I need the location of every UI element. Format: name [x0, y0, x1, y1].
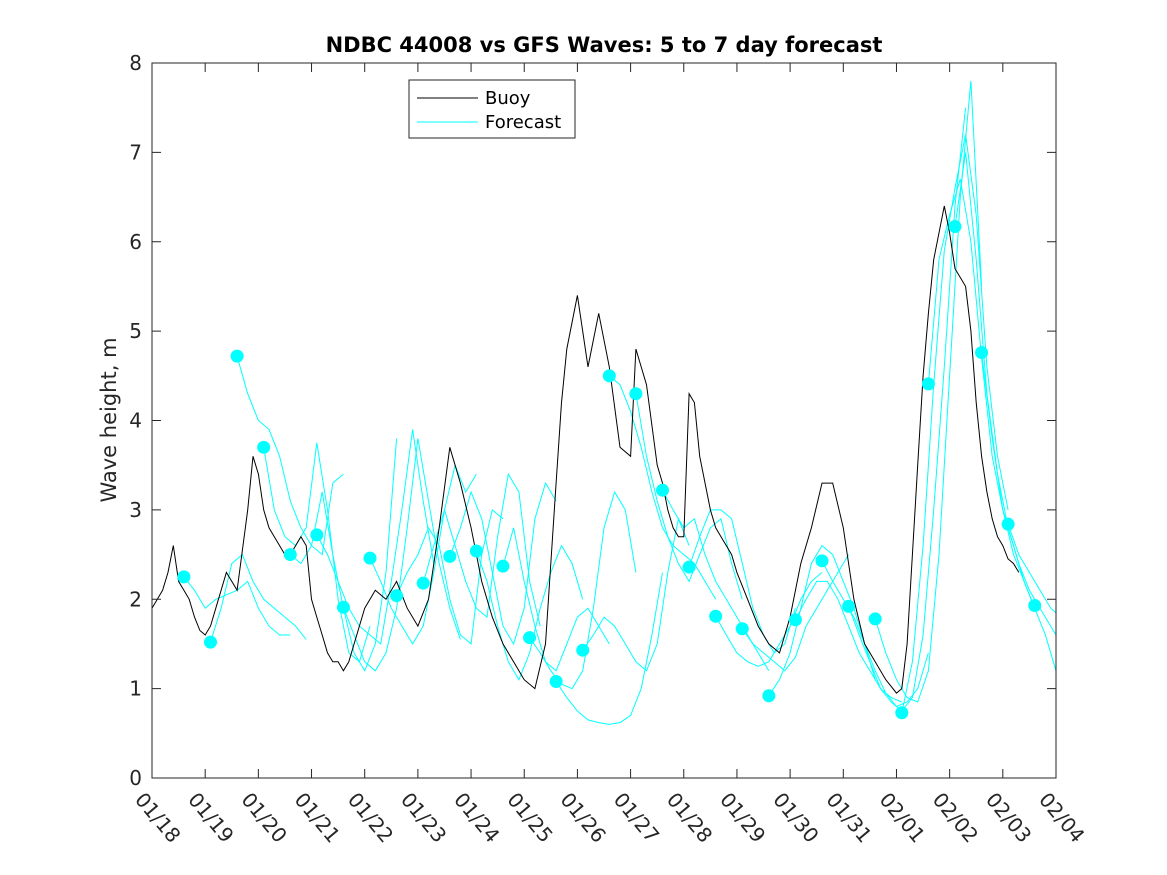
forecast-marker	[815, 554, 829, 568]
forecast-line	[901, 134, 1009, 713]
forecast-line	[1007, 524, 1057, 614]
forecast-line	[848, 107, 967, 712]
forecast-line	[555, 572, 663, 725]
forecast-line	[608, 375, 717, 600]
forecast-marker	[1001, 517, 1015, 531]
forecast-marker	[709, 609, 723, 623]
forecast-marker	[469, 544, 483, 558]
forecast-marker	[443, 549, 457, 563]
forecast-marker	[283, 548, 297, 562]
buoy-series	[151, 205, 1020, 694]
forecast-marker	[921, 377, 935, 391]
forecast-marker	[602, 369, 616, 383]
y-tick-label: 1	[129, 677, 142, 701]
forecast-series	[183, 80, 1057, 725]
y-tick-label: 5	[129, 319, 142, 343]
y-tick-label: 2	[129, 587, 142, 611]
y-tick-label: 3	[129, 498, 142, 522]
forecast-line	[396, 508, 504, 645]
forecast-marker	[203, 635, 217, 649]
forecast-line	[449, 481, 557, 646]
forecast-marker	[842, 599, 856, 613]
forecast-marker	[496, 559, 510, 573]
y-tick-label: 8	[129, 51, 142, 75]
buoy-line	[151, 205, 1020, 694]
forecast-marker	[762, 689, 776, 703]
forecast-line	[210, 553, 307, 643]
forecast-marker	[257, 440, 271, 454]
forecast-marker	[629, 387, 643, 401]
forecast-marker	[230, 349, 244, 363]
forecast-line	[422, 472, 541, 627]
legend-buoy-label: Buoy	[485, 88, 531, 109]
forecast-line	[582, 517, 690, 672]
forecast-line	[369, 463, 477, 645]
forecast-line	[741, 554, 850, 672]
y-tick-label: 7	[129, 140, 142, 164]
forecast-marker	[416, 576, 430, 590]
y-axis: 0 1 2 3 4 5 6 7 8	[129, 51, 1056, 790]
forecast-marker	[655, 483, 669, 497]
forecast-line	[475, 544, 584, 681]
forecast-marker	[310, 528, 324, 542]
forecast-marker	[336, 600, 350, 614]
forecast-marker	[682, 560, 696, 574]
forecast-marker	[549, 674, 563, 688]
forecast-line	[874, 80, 983, 703]
chart-title: NDBC 44008 vs GFS Waves: 5 to 7 day fore…	[326, 33, 883, 57]
forecast-markers	[177, 220, 1042, 720]
y-tick-label: 0	[129, 766, 142, 790]
forecast-line	[316, 429, 435, 645]
forecast-marker	[948, 220, 962, 234]
forecast-marker	[735, 622, 749, 636]
y-tick-label: 4	[129, 409, 142, 433]
legend: Buoy Forecast	[408, 79, 576, 139]
forecast-marker	[523, 631, 537, 645]
legend-forecast-label: Forecast	[485, 112, 561, 133]
forecast-marker	[1028, 599, 1042, 613]
y-tick-label: 6	[129, 230, 142, 254]
forecast-line	[342, 438, 461, 672]
forecast-line	[236, 356, 344, 556]
forecast-line	[821, 560, 929, 708]
forecast-marker	[363, 551, 377, 565]
forecast-line	[981, 352, 1057, 671]
forecast-line	[688, 509, 796, 654]
forecast-marker	[177, 570, 191, 584]
forecast-marker	[975, 346, 989, 360]
forecast-marker	[895, 706, 909, 720]
forecast-marker	[576, 643, 590, 657]
forecast-line	[794, 580, 902, 703]
y-axis-label: Wave height, m	[97, 337, 121, 502]
forecast-marker	[788, 613, 802, 627]
forecast-marker	[390, 589, 404, 603]
forecast-marker	[868, 612, 882, 626]
forecast-line	[502, 527, 610, 672]
forecast-line	[768, 544, 876, 697]
forecast-line	[263, 442, 371, 663]
legend-box	[408, 79, 576, 139]
forecast-line	[635, 393, 743, 600]
forecast-line	[529, 490, 637, 690]
